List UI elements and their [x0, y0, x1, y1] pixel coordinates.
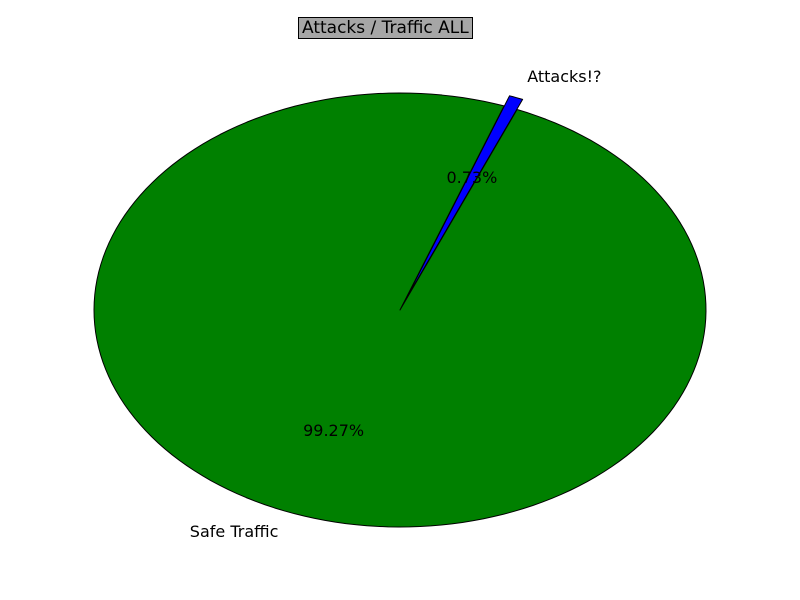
chart-title: Attacks / Traffic ALL: [298, 17, 473, 39]
pie-labels: Attacks!? 0.73% Safe Traffic 99.27%: [190, 67, 602, 541]
pie-slice-attacks: [405, 95, 524, 301]
slice-percent-label: 99.27%: [303, 421, 364, 440]
pie-slices: [93, 92, 707, 528]
slice-label: Attacks!?: [527, 67, 601, 86]
slice-percent-label: 0.73%: [446, 168, 497, 187]
slice-label: Safe Traffic: [190, 522, 279, 541]
pie-slice-safe-traffic: [93, 92, 707, 528]
